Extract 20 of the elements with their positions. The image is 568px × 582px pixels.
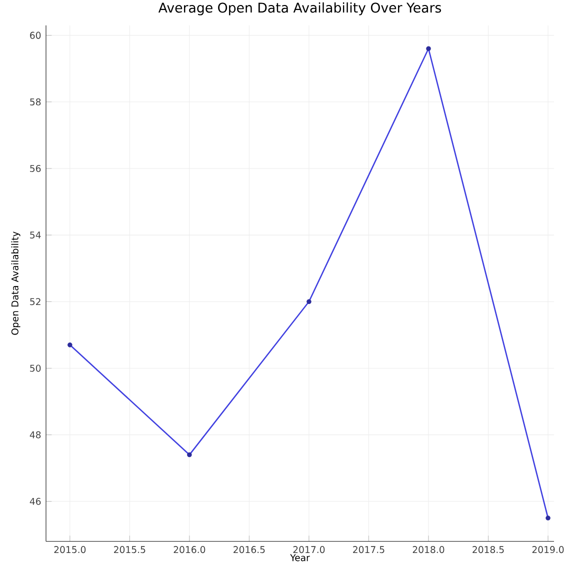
y-tick-label: 46 xyxy=(30,498,41,505)
x-tick-label: 2017.0 xyxy=(293,546,325,554)
chart-title: Average Open Data Availability Over Years xyxy=(158,2,442,16)
x-tick-label: 2015.5 xyxy=(114,546,146,554)
y-tick-label: 60 xyxy=(30,32,41,39)
y-tick-label: 58 xyxy=(30,98,41,106)
x-tick-label: 2017.5 xyxy=(353,546,384,554)
y-axis-title: Open Data Availability xyxy=(11,232,20,335)
y-tick-label: 50 xyxy=(30,364,41,372)
x-tick-label: 2015.0 xyxy=(54,546,86,554)
x-tick-label: 2018.5 xyxy=(472,546,504,554)
y-tick-label: 54 xyxy=(30,232,41,239)
x-tick-label: 2019.0 xyxy=(532,546,564,554)
y-tick-label: 56 xyxy=(30,164,41,172)
x-tick-label: 2016.5 xyxy=(234,546,265,554)
x-tick-label: 2018.0 xyxy=(412,546,444,554)
x-tick-label: 2016.0 xyxy=(174,546,206,554)
y-tick-label: 48 xyxy=(30,431,41,438)
y-tick-label: 52 xyxy=(30,298,40,306)
x-axis-title: Year xyxy=(290,554,310,562)
